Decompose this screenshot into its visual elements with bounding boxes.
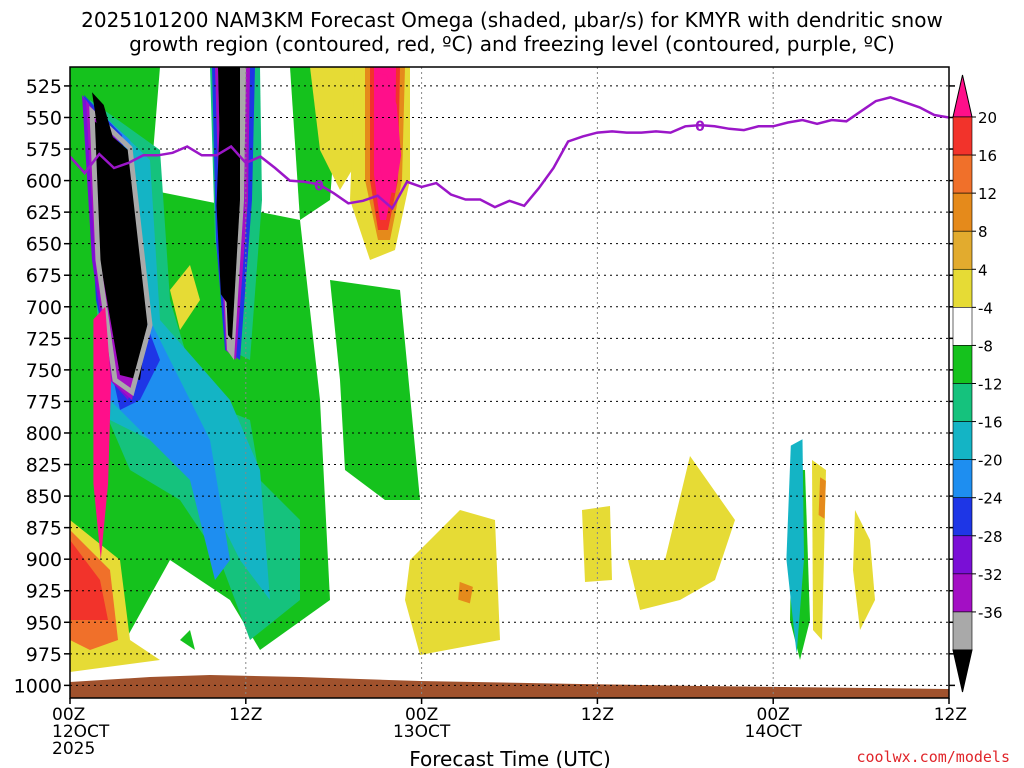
colorbar-swatch bbox=[952, 192, 973, 232]
y-tick-label: 925 bbox=[26, 581, 62, 603]
colorbar-swatch bbox=[952, 535, 973, 575]
freezing-level-line bbox=[70, 95, 949, 211]
y-tick-label: 525 bbox=[26, 76, 62, 98]
y-tick-label: 700 bbox=[26, 297, 62, 319]
y-tick-label: 900 bbox=[26, 549, 62, 571]
colorbar-label: -16 bbox=[978, 414, 1003, 432]
x-tick-label: 2025 bbox=[52, 739, 95, 759]
colorbar: 20 16 12 8 4 -4 -8 -12 -16 -20 -24 -28 -32 -36 bbox=[952, 74, 1003, 693]
colorbar-label: -12 bbox=[978, 376, 1003, 394]
colorbar-swatch bbox=[952, 307, 973, 346]
colorbar-label: -28 bbox=[978, 528, 1003, 546]
shade-green-small2 bbox=[180, 630, 195, 650]
y-tick-label: 825 bbox=[26, 455, 62, 477]
colorbar-swatch bbox=[952, 116, 973, 156]
omega-region-8 bbox=[458, 581, 473, 604]
colorbar-swatch bbox=[952, 459, 973, 499]
plot-frame bbox=[69, 66, 950, 699]
colorbar-swatch bbox=[952, 230, 973, 270]
y-tick-label: 725 bbox=[26, 328, 62, 350]
colorbar-label: 4 bbox=[978, 261, 988, 279]
omega-region--36 bbox=[216, 67, 235, 307]
omega-region-8 bbox=[818, 477, 826, 519]
y-tick-label: 650 bbox=[26, 234, 62, 256]
shade-yellow-small1 bbox=[170, 265, 200, 330]
colorbar-swatch bbox=[952, 421, 973, 460]
colorbar-swatch bbox=[952, 611, 973, 651]
shade-yellow-blob1 bbox=[405, 510, 500, 655]
shade-red-sw bbox=[70, 540, 108, 620]
y-tick-label: 675 bbox=[26, 265, 62, 287]
y-tick-label: 600 bbox=[26, 171, 62, 193]
colorbar-swatch bbox=[952, 345, 973, 384]
colorbar-label: -20 bbox=[978, 452, 1003, 470]
colorbar-swatch bbox=[952, 573, 973, 613]
colorbar-label: -24 bbox=[978, 490, 1003, 508]
chart-title-line-1: 2025101200 NAM3KM Forecast Omega (shaded… bbox=[81, 8, 943, 32]
x-tick-label: 00Z bbox=[52, 705, 85, 725]
colorbar-label: 16 bbox=[978, 147, 997, 165]
x-tick-label: 12Z bbox=[229, 705, 262, 725]
x-tick-label: 12OCT bbox=[52, 722, 110, 742]
x-tick-label: 12Z bbox=[934, 705, 967, 725]
colorbar-label: -36 bbox=[978, 604, 1003, 622]
colorbar-label: -4 bbox=[978, 299, 993, 317]
colorbar-swatch bbox=[952, 497, 973, 537]
colorbar-label: 8 bbox=[978, 223, 988, 241]
x-axis-label: Forecast Time (UTC) bbox=[409, 747, 611, 768]
shade-grey-west bbox=[89, 105, 153, 397]
colorbar-label: 12 bbox=[978, 185, 997, 203]
y-tick-label: 950 bbox=[26, 612, 62, 634]
y-tick-label: 800 bbox=[26, 423, 62, 445]
shade-yellow-blob3 bbox=[628, 456, 735, 610]
omega-region--36 bbox=[92, 92, 135, 314]
y-tick-label: 625 bbox=[26, 202, 62, 224]
colorbar-label: 20 bbox=[978, 109, 997, 127]
y-tick-label: 1000 bbox=[14, 675, 62, 697]
y-tick-label: 975 bbox=[26, 644, 62, 666]
colorbar-bottom-triangle bbox=[952, 649, 973, 693]
omega-region-20 bbox=[374, 73, 402, 194]
y-tick-label: 750 bbox=[26, 360, 62, 382]
y-tick-label: 775 bbox=[26, 391, 62, 413]
colorbar-swatch bbox=[952, 154, 973, 194]
colorbar-label: -8 bbox=[978, 337, 993, 355]
y-tick-label: 850 bbox=[26, 486, 62, 508]
freezing-level-label: 0 bbox=[695, 119, 705, 135]
y-tick-label: 875 bbox=[26, 518, 62, 540]
freezing-level-label: 0 bbox=[314, 178, 324, 194]
chart-title-line-2: growth region (contoured, red, ºC) and f… bbox=[129, 32, 895, 56]
x-tick-label: 12Z bbox=[581, 705, 614, 725]
x-tick-label: 00Z bbox=[757, 705, 790, 725]
colorbar-swatch bbox=[952, 268, 973, 308]
source-credit: coolwx.com/models bbox=[856, 748, 1010, 766]
colorbar-swatch bbox=[952, 383, 973, 422]
x-tick-label: 14OCT bbox=[745, 722, 803, 742]
terrain-surface bbox=[70, 675, 949, 698]
colorbar-label: -32 bbox=[978, 566, 1003, 584]
shade-yellow-blob5 bbox=[853, 510, 875, 630]
x-tick-label: 00Z bbox=[405, 705, 438, 725]
shade-green-band1 bbox=[330, 280, 420, 500]
colorbar-top-triangle bbox=[952, 74, 973, 118]
x-tick-label: 13OCT bbox=[393, 722, 451, 742]
y-tick-label: 550 bbox=[26, 107, 62, 129]
y-tick-label: 575 bbox=[26, 139, 62, 161]
omega-region--8 bbox=[786, 439, 804, 654]
